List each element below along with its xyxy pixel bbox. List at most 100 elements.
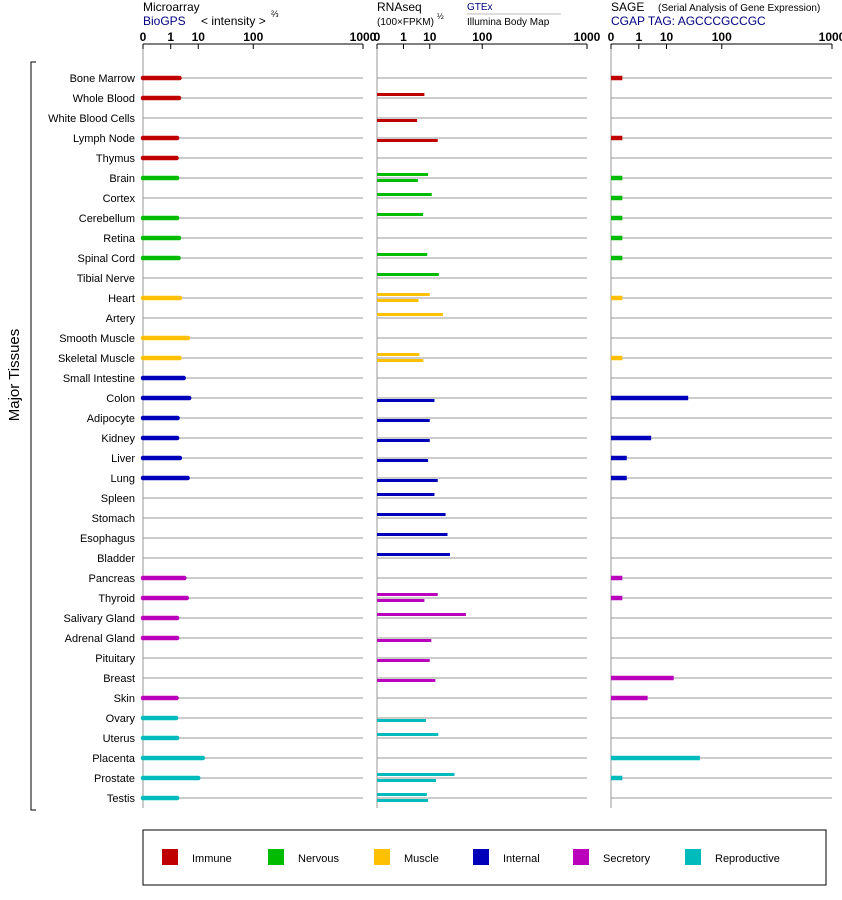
intensity-label: < intensity > [201,14,266,28]
microarray-title: Microarray [143,0,200,14]
tissue-label: Spinal Cord [78,253,135,265]
tissue-label: Ovary [106,713,136,725]
tissue-label: Heart [108,293,135,305]
tissue-label: Tibial Nerve [77,273,135,285]
sage-tick-label: 100 [712,30,732,44]
rnaseq-illumina-bar [377,299,419,302]
tissue-label: Kidney [101,433,135,445]
tissue-label: Colon [106,393,135,405]
rnaseq-gtex-bar [377,213,424,216]
cgap-tag-link[interactable]: CGAP TAG: AGCCCGCCGC [611,14,766,28]
tissue-label: Esophagus [80,533,136,545]
rnaseq-illumina-bar [377,659,430,662]
legend-swatch-internal [473,849,489,865]
tissue-label: Cortex [103,193,136,205]
tissue-label: Lymph Node [73,133,135,145]
rnaseq-illumina-bar [377,179,418,182]
tissue-label: Whole Blood [73,93,135,105]
biogps-link[interactable]: BioGPS [143,14,186,28]
sage-tick-label: 10 [660,30,674,44]
rnaseq-illumina-bar [377,679,436,682]
sage-tick-label: 0 [608,30,615,44]
tissue-label: Small Intestine [63,373,135,385]
rnaseq-tick-label: 100 [472,30,492,44]
tissue-label: Cerebellum [79,213,135,225]
tissue-label: Liver [111,453,135,465]
sage-tick-label: 1000 [819,30,842,44]
legend-label-secretory: Secretory [603,853,651,865]
rnaseq-gtex-bar [377,193,432,196]
legend-swatch-immune [162,849,178,865]
microarray-tick-label: 1000 [350,30,377,44]
rnaseq-gtex-bar [377,353,420,356]
rnaseq-tick-label: 0 [374,30,381,44]
rnaseq-illumina-bar [377,419,430,422]
legend-label-immune: Immune [192,853,232,865]
tissue-label: Testis [107,793,136,805]
rnaseq-gtex-bar [377,293,430,296]
tissue-label: Uterus [103,733,136,745]
rnaseq-gtex-bar [377,273,439,276]
sage-title: SAGE [611,0,644,14]
rnaseq-gtex-bar [377,773,455,776]
rnaseq-illumina-bar [377,119,418,122]
rnaseq-gtex-bar [377,553,450,556]
legend-label-internal: Internal [503,853,540,865]
tissue-label: Artery [106,313,136,325]
tissue-label: Pituitary [95,653,135,665]
tissue-label: Stomach [92,513,135,525]
rnaseq-illumina-bar [377,719,426,722]
legend-swatch-reproductive [685,849,701,865]
rnaseq-illumina-bar [377,459,429,462]
rnaseq-gtex-bar [377,313,443,316]
tissue-label: Placenta [92,753,136,765]
tissue-label: Bone Marrow [70,73,135,85]
legend-swatch-nervous [268,849,284,865]
tissue-label: Bladder [97,553,135,565]
tissue-label: Lung [111,473,135,485]
microarray-tick-label: 100 [243,30,263,44]
rnaseq-tick-label: 10 [423,30,437,44]
rnaseq-illumina-bar [377,139,438,142]
legend-swatch-secretory [573,849,589,865]
rnaseq-gtex-bar [377,93,425,96]
y-axis-label: Major Tissues [6,329,23,422]
tissue-label: Skeletal Muscle [58,353,135,365]
microarray-tick-label: 10 [192,30,206,44]
rnaseq-gtex-bar [377,593,438,596]
sage-tick-label: 1 [635,30,642,44]
tissue-label: Spleen [101,493,135,505]
microarray-tick-label: 1 [167,30,174,44]
rnaseq-illumina-bar [377,799,429,802]
rnaseq-illumina-bar [377,779,436,782]
fpkm-label: (100×FPKM) [377,17,434,28]
tissue-label: Smooth Muscle [59,333,135,345]
rnaseq-gtex-bar [377,613,466,616]
tissue-label: Thyroid [98,593,135,605]
rnaseq-illumina-bar [377,479,438,482]
rnaseq-gtex-bar [377,533,448,536]
tissue-label: Prostate [94,773,135,785]
tissue-label: Adrenal Gland [65,633,135,645]
tissue-label: Brain [109,173,135,185]
tissue-label: Breast [103,673,135,685]
microarray-tick-label: 0 [140,30,147,44]
rnaseq-illumina-bar [377,599,425,602]
rnaseq-tick-label: 1 [400,30,407,44]
tissues-bracket [30,61,36,811]
sage-title-note: (Serial Analysis of Gene Expression) [658,3,820,14]
tissue-label: White Blood Cells [48,113,135,125]
legend-label-muscle: Muscle [404,853,439,865]
legend-label-reproductive: Reproductive [715,853,780,865]
rnaseq-gtex-bar [377,493,435,496]
intensity-exponent: ⅔ [271,9,279,19]
rnaseq-tick-label: 1000 [574,30,601,44]
rnaseq-illumina-bar [377,639,432,642]
rnaseq-illumina-bar [377,439,430,442]
gtex-link[interactable]: GTEx [467,2,493,13]
rnaseq-illumina-bar [377,399,435,402]
tissue-label: Thymus [96,153,136,165]
illumina-label: Illumina Body Map [467,17,550,28]
rnaseq-gtex-bar [377,793,427,796]
